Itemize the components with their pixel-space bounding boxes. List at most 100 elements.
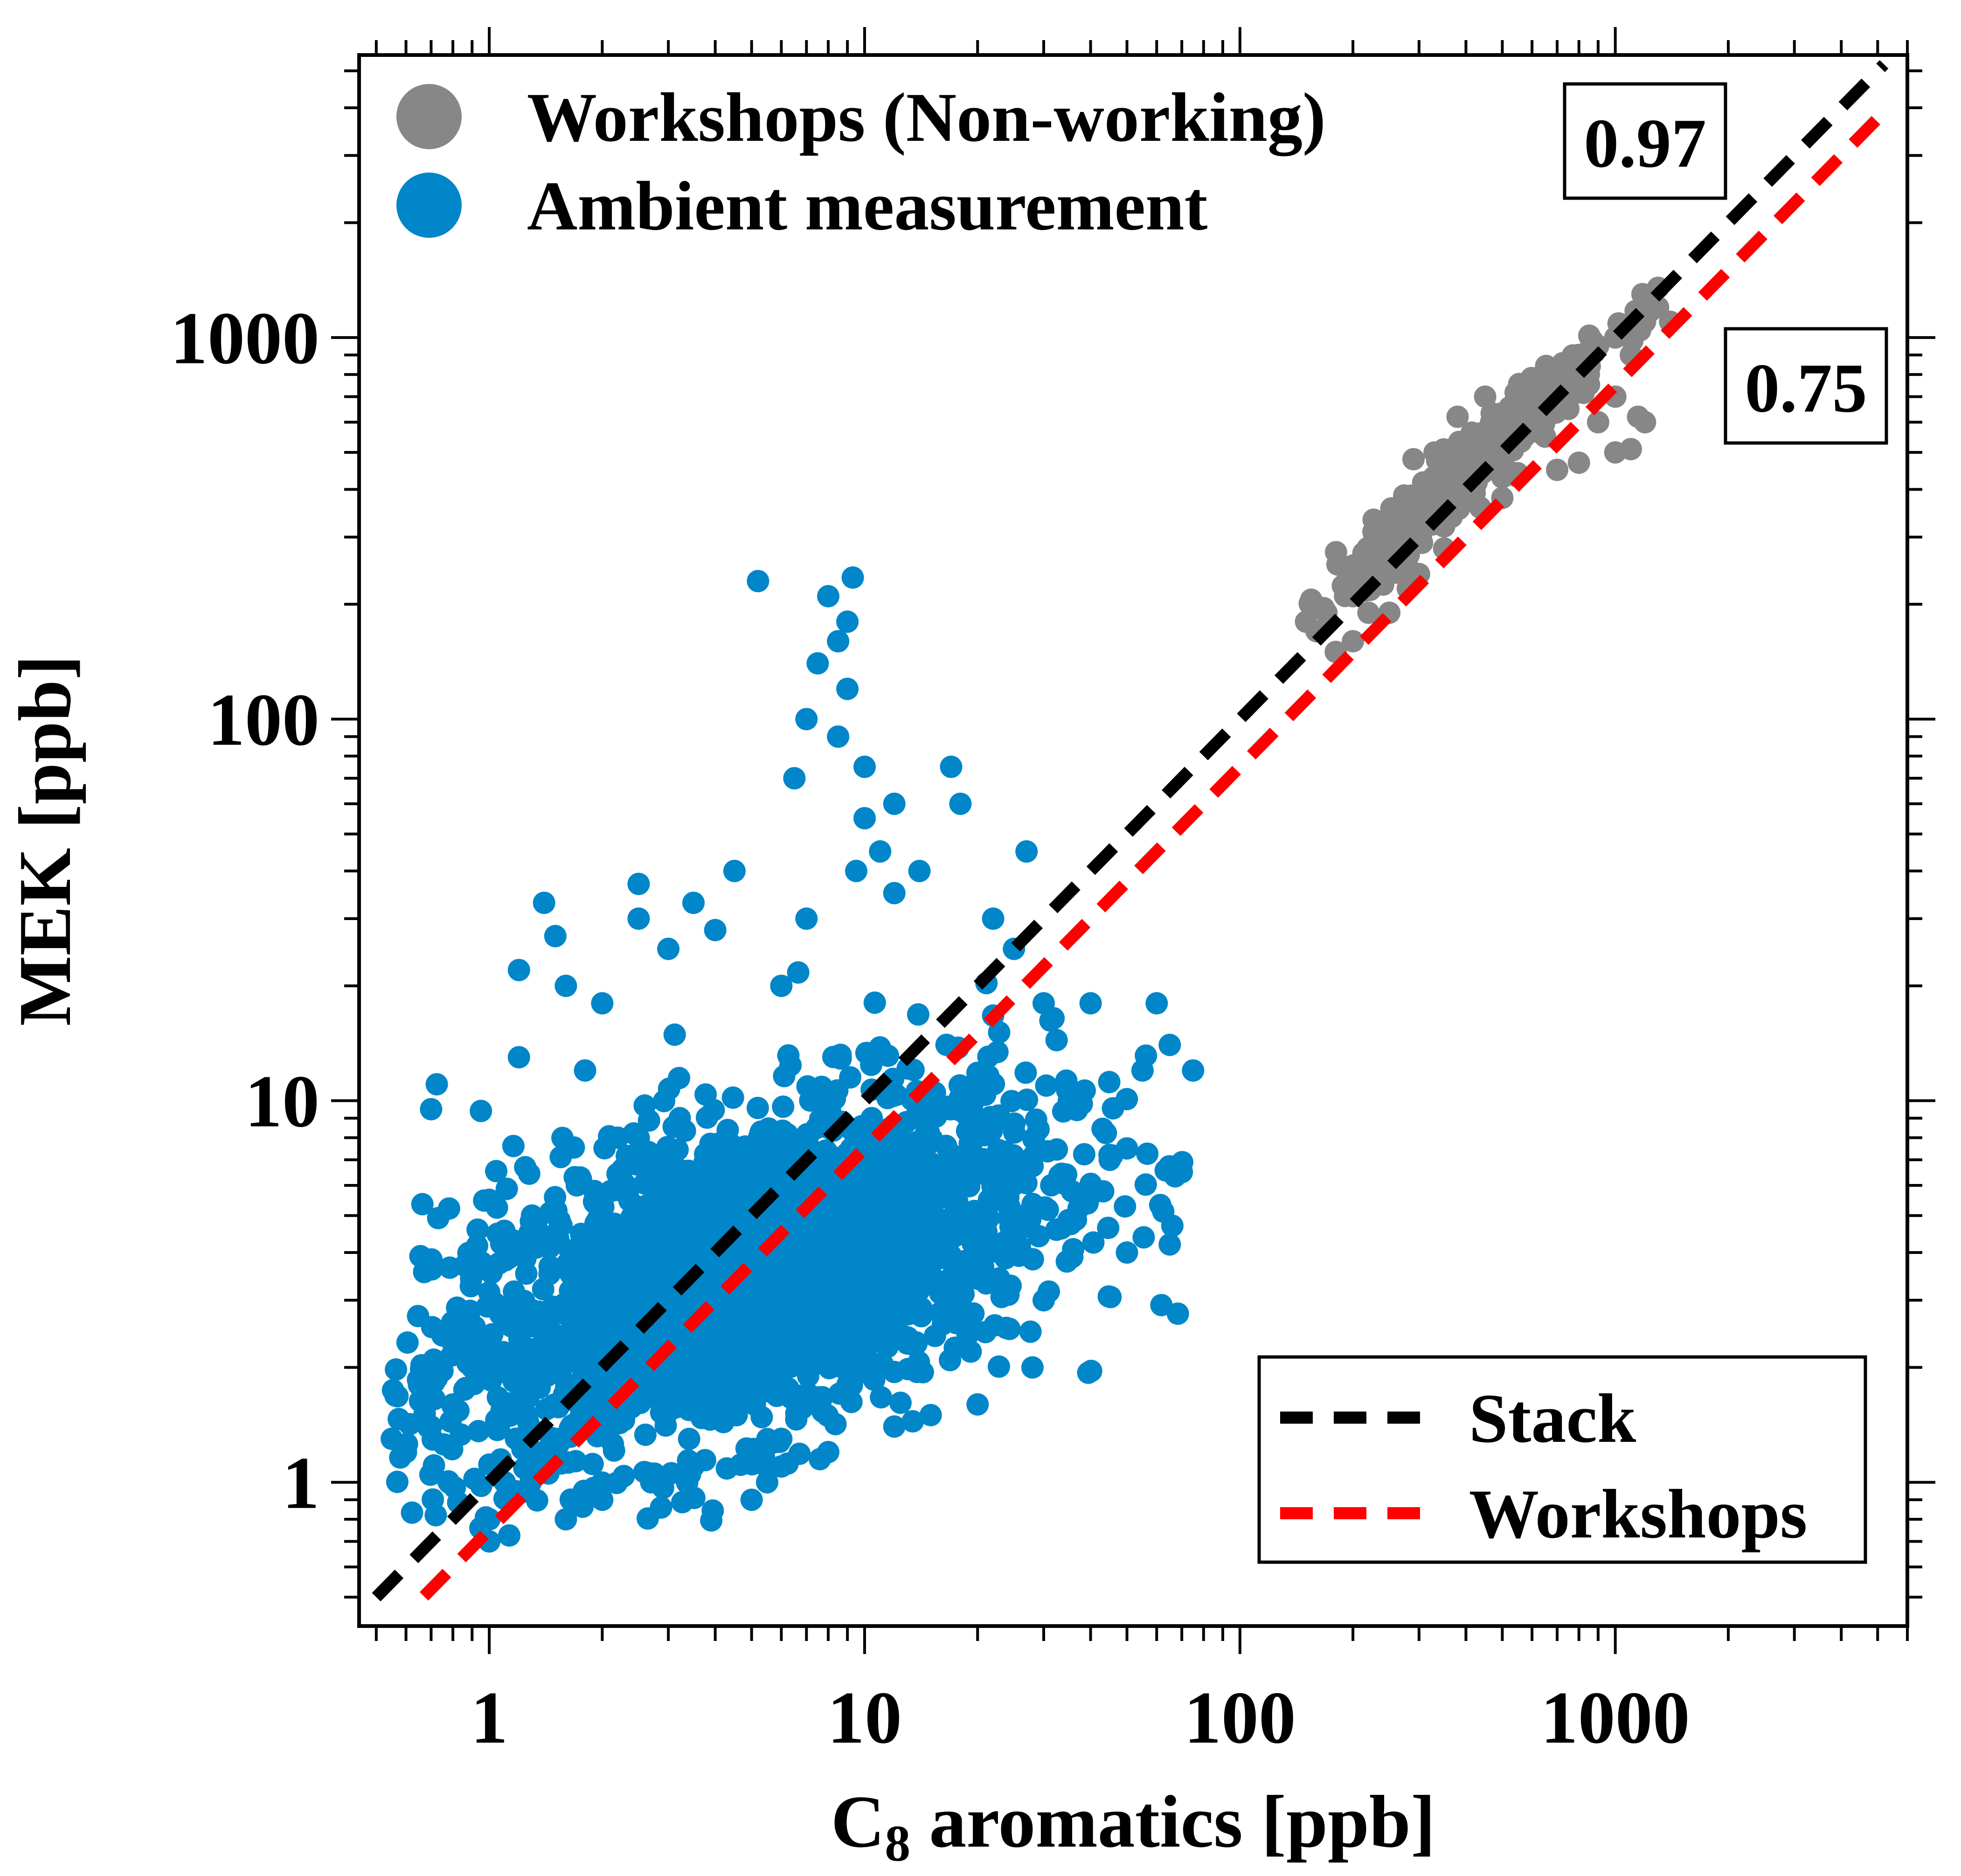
ambient-point bbox=[873, 1287, 896, 1309]
workshop-point bbox=[1534, 425, 1557, 448]
ambient-point bbox=[1000, 1205, 1023, 1227]
workshop-point bbox=[1455, 441, 1477, 464]
ambient-point bbox=[498, 1524, 520, 1547]
ambient-point bbox=[411, 1193, 434, 1216]
ambient-point bbox=[859, 1159, 882, 1182]
fit-line-workshops bbox=[419, 108, 1889, 1601]
ambient-point bbox=[1150, 1294, 1173, 1316]
workshop-point bbox=[1462, 486, 1485, 509]
ambient-point bbox=[498, 1348, 521, 1371]
workshop-point bbox=[1393, 484, 1415, 507]
x-tick-label: 1 bbox=[471, 1676, 508, 1759]
ambient-point bbox=[682, 892, 705, 914]
ambient-point bbox=[827, 725, 850, 748]
ambient-point bbox=[758, 1131, 781, 1154]
ambient-point bbox=[566, 1322, 589, 1345]
ambient-point bbox=[980, 1112, 1003, 1135]
ambient-point bbox=[699, 1329, 722, 1352]
ambient-point bbox=[478, 1258, 501, 1281]
ambient-point bbox=[1182, 1059, 1205, 1082]
ambient-point bbox=[485, 1160, 508, 1183]
ambient-point bbox=[708, 1132, 731, 1155]
ambient-point bbox=[589, 1187, 612, 1210]
x-tick-label: 1000 bbox=[1541, 1676, 1690, 1759]
ambient-point bbox=[425, 1073, 448, 1096]
y-tick-labels: 1 10 100 1000 bbox=[170, 297, 319, 1524]
ambient-point bbox=[1045, 1029, 1068, 1052]
workshop-point bbox=[1474, 385, 1497, 408]
ambient-point bbox=[907, 1003, 929, 1026]
ambient-point bbox=[486, 1419, 509, 1441]
ambient-point bbox=[827, 630, 850, 653]
ambient-point bbox=[478, 1348, 501, 1371]
workshop-point bbox=[1546, 458, 1568, 481]
ambient-point bbox=[1050, 1163, 1073, 1185]
workshop-point bbox=[1371, 549, 1394, 572]
ambient-point bbox=[962, 1302, 985, 1325]
ambient-point bbox=[929, 1301, 951, 1324]
ambient-point bbox=[716, 1319, 739, 1342]
ambient-point bbox=[877, 1045, 900, 1067]
ambient-point bbox=[667, 1159, 690, 1181]
ambient-point bbox=[791, 1397, 814, 1419]
workshop-point bbox=[1407, 500, 1430, 523]
ambient-point bbox=[845, 1303, 867, 1326]
ambient-point bbox=[381, 1427, 403, 1450]
ambient-point bbox=[785, 1307, 808, 1330]
ambient-point bbox=[564, 1272, 587, 1295]
ambient-point bbox=[975, 1272, 998, 1295]
x-axis-title-rest: aromatics [ppb] bbox=[910, 1780, 1435, 1863]
ambient-point bbox=[935, 1033, 958, 1056]
ambient-point bbox=[744, 1287, 767, 1309]
legend-line-label: Workshops bbox=[1469, 1475, 1807, 1553]
ambient-point bbox=[663, 1023, 686, 1046]
ambient-point bbox=[777, 1044, 800, 1067]
workshop-point bbox=[1474, 441, 1497, 464]
ambient-point bbox=[640, 1471, 663, 1494]
ambient-point bbox=[551, 1127, 574, 1149]
fit-line-stack bbox=[372, 60, 1889, 1602]
ambient-point bbox=[962, 1222, 984, 1245]
y-tick-label: 1 bbox=[282, 1441, 319, 1524]
ambient-point bbox=[1039, 1009, 1062, 1032]
ambient-point bbox=[666, 1138, 689, 1161]
ambient-point bbox=[644, 1217, 666, 1239]
ambient-point bbox=[905, 1141, 928, 1163]
ambient-point bbox=[459, 1275, 482, 1298]
ambient-point bbox=[638, 1175, 661, 1198]
fit-lines bbox=[372, 60, 1889, 1602]
ambient-point bbox=[507, 1046, 530, 1069]
ambient-point bbox=[838, 1375, 861, 1398]
ambient-point bbox=[940, 755, 963, 778]
ambient-point bbox=[953, 1079, 976, 1102]
ambient-point bbox=[929, 1173, 952, 1196]
ambient-point bbox=[423, 1348, 445, 1371]
workshop-point bbox=[1442, 458, 1465, 481]
ambient-point bbox=[982, 907, 1005, 930]
ambient-point bbox=[520, 1204, 543, 1227]
ambient-point bbox=[1114, 1195, 1136, 1218]
ambient-point bbox=[1116, 1088, 1138, 1110]
ambient-point bbox=[946, 1190, 969, 1213]
ambient-point bbox=[581, 1453, 604, 1475]
ambient-point bbox=[1019, 1320, 1042, 1343]
ambient-point bbox=[986, 1177, 1008, 1199]
ambient-point bbox=[870, 1386, 893, 1409]
ambient-point bbox=[478, 1281, 500, 1304]
ambient-point bbox=[590, 1218, 613, 1241]
ambient-point bbox=[692, 1184, 715, 1207]
ambient-point bbox=[757, 1267, 780, 1290]
ambient-point bbox=[1134, 1173, 1157, 1196]
ambient-point bbox=[607, 1282, 630, 1305]
ambient-point bbox=[797, 1352, 819, 1375]
slope-annotations: 0.97 0.75 bbox=[1563, 82, 1888, 445]
ambient-point bbox=[966, 1393, 989, 1416]
ambient-point bbox=[742, 1363, 765, 1386]
axis-ticks bbox=[331, 27, 1935, 1654]
ambient-point bbox=[795, 1326, 818, 1349]
workshop-point bbox=[1557, 397, 1580, 420]
ambient-point bbox=[917, 1121, 940, 1144]
ambient-point bbox=[908, 859, 931, 882]
ambient-point bbox=[869, 840, 892, 863]
ambient-point bbox=[644, 1374, 666, 1397]
